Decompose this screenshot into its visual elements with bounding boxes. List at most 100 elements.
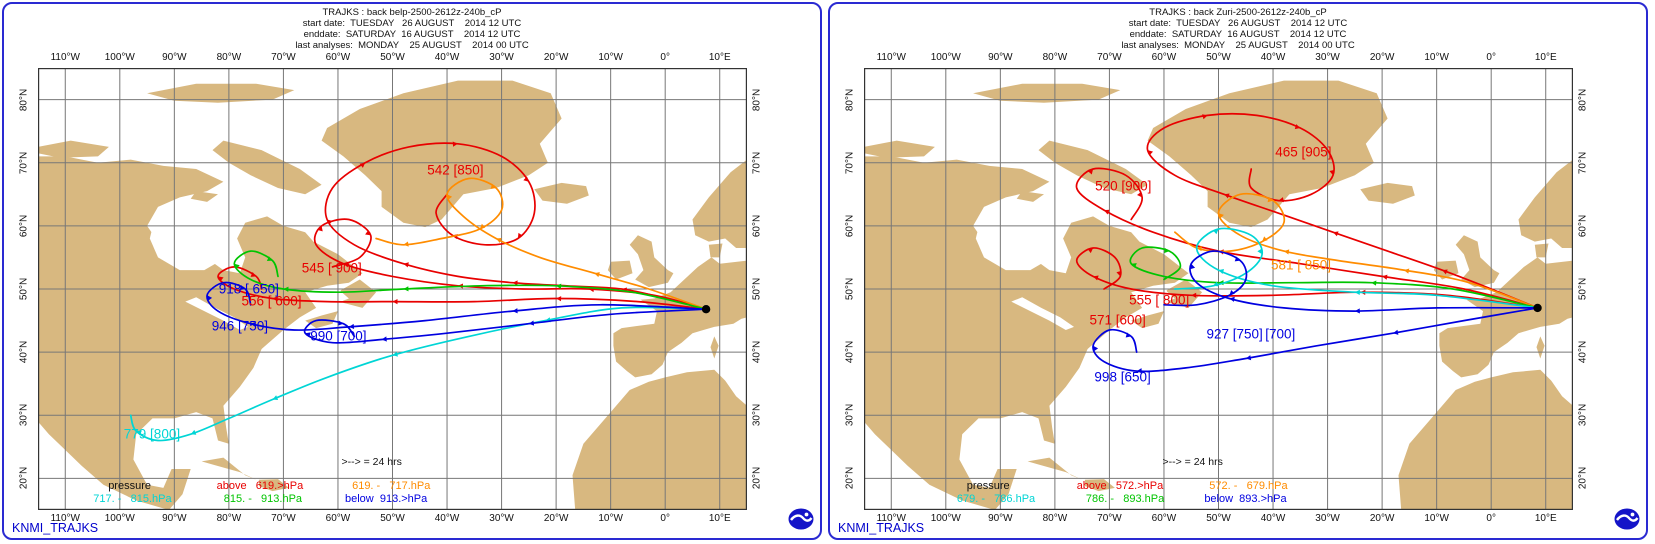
lat-label: 60°N (751, 214, 763, 238)
lon-label: 60°W (1151, 513, 1177, 524)
lon-label: 40°W (1260, 52, 1286, 63)
lat-label: 60°N (18, 214, 30, 238)
lat-label: 40°N (1577, 340, 1589, 364)
lat-label: 20°N (844, 467, 856, 490)
lon-label: 80°W (1042, 513, 1068, 524)
lon-label: 90°W (162, 52, 187, 63)
lon-label: 10°E (708, 52, 731, 63)
lon-label: 90°W (162, 513, 187, 524)
lon-label: 110°W (50, 52, 80, 63)
lon-label: 100°W (104, 513, 135, 524)
lon-label: 100°W (930, 52, 961, 63)
lon-label: 90°W (988, 513, 1013, 524)
lat-label: 70°N (18, 151, 30, 174)
legend-item: 786. - 893.hPa (1085, 493, 1165, 506)
trajectory-label: 927 [750] (1206, 326, 1263, 342)
trajectory-label: 556 [ 600] (241, 293, 302, 309)
lat-label: 70°N (1577, 151, 1589, 174)
trajectory-label: [700] (1265, 326, 1296, 342)
lat-label: 50°N (18, 277, 30, 301)
title-line: last analyses: MONDAY 25 AUGUST 2014 00 … (295, 40, 529, 51)
legend-item: 619. - 717.hPa (352, 479, 431, 492)
lon-label: 20°W (543, 513, 569, 524)
title-line: TRAJKS : back Zuri-2500-2612z-240b_cP (1149, 7, 1327, 18)
lon-label: 70°W (1097, 52, 1122, 63)
lat-label: 80°N (18, 88, 30, 111)
knmi-watermark: KNMI_TRAJKS (838, 521, 925, 535)
lon-label: 0° (1486, 52, 1496, 63)
lon-label: 110°W (876, 52, 906, 63)
title-line: TRAJKS : back belp-2500-2612z-240b_cP (322, 7, 502, 18)
legend-item: 717. - 815.hPa (93, 493, 172, 506)
legend-item: above 572.>hPa (1076, 479, 1164, 492)
trajectory-label: 779 [800] (123, 426, 181, 442)
lon-label: 100°W (930, 513, 961, 524)
trajectory-label: 571 [600] (1089, 312, 1146, 328)
lat-label: 70°N (844, 151, 856, 174)
trajectory-label: 918 [ 650] (218, 281, 279, 297)
lon-label: 50°W (1206, 52, 1231, 63)
lon-label: 60°W (325, 513, 351, 524)
trajectory-label: 946 [750] (211, 318, 269, 334)
lon-label: 20°W (543, 52, 569, 63)
lon-label: 70°W (1097, 513, 1122, 524)
trajectory-label: 555 [ 800] (1129, 292, 1190, 308)
lat-label: 50°N (844, 277, 856, 301)
knmi-logo-icon (1614, 508, 1640, 530)
trajectory-label: 581 [ 850] (1270, 257, 1332, 273)
lon-label: 10°E (1534, 52, 1557, 63)
lon-label: 60°W (325, 52, 351, 63)
lat-label: 40°N (751, 340, 763, 364)
title-line: enddate: SATURDAY 16 AUGUST 2014 12 UTC (1129, 29, 1347, 40)
title-block: TRAJKS : back Zuri-2500-2612z-240b_cP sta… (830, 7, 1646, 51)
lon-label: 30°W (489, 513, 514, 524)
trajectory-label: 465 [905] (1275, 144, 1332, 160)
lon-label: 50°W (380, 513, 405, 524)
lon-label: 10°W (1424, 52, 1449, 63)
lat-label: 20°N (1577, 467, 1589, 490)
lat-label: 30°N (751, 404, 763, 427)
map-zuri: 465 [905] 520 [900] 581 [ 850] 555 [ 800] 57… (864, 68, 1573, 510)
legend-item: 815. - 913.hPa (223, 493, 303, 506)
legend-item: pressure (108, 479, 151, 492)
lon-label: 90°W (988, 52, 1013, 63)
panel-zuri: TRAJKS : back Zuri-2500-2612z-240b_cP sta… (828, 2, 1648, 540)
lat-label: 20°N (751, 467, 763, 490)
lon-label: 10°W (598, 513, 623, 524)
title-line: start date: TUESDAY 26 AUGUST 2014 12 UT… (302, 18, 522, 29)
lon-label: 40°W (434, 513, 460, 524)
lat-label: 80°N (1577, 88, 1589, 111)
lon-label: 40°W (1260, 513, 1286, 524)
title-line: enddate: SATURDAY 16 AUGUST 2014 12 UTC (303, 29, 521, 40)
lon-label: 30°W (1315, 513, 1340, 524)
lon-label: 10°E (1534, 513, 1557, 524)
lat-label: 30°N (18, 404, 30, 427)
lon-label: 50°W (380, 52, 405, 63)
lon-label: 70°W (271, 513, 296, 524)
lon-label: 110°W (876, 513, 906, 524)
legend-item: below 893.>hPa (1204, 493, 1287, 506)
trajectory-label: 545 [ 900] (301, 260, 362, 276)
lon-label: 80°W (1042, 52, 1068, 63)
trajectory-label: 998 [650] (1094, 369, 1151, 385)
knmi-logo-icon (788, 508, 814, 530)
lat-label: 60°N (1577, 214, 1589, 238)
lat-label: 20°N (18, 467, 30, 490)
title-line: start date: TUESDAY 26 AUGUST 2014 12 UT… (1128, 18, 1348, 29)
lon-label: 20°W (1369, 513, 1395, 524)
lon-label: 30°W (1315, 52, 1340, 63)
lat-label: 50°N (1577, 277, 1589, 301)
lon-label: 0° (660, 513, 670, 524)
title-line: last analyses: MONDAY 25 AUGUST 2014 00 … (1121, 40, 1355, 51)
lon-label: 50°W (1206, 513, 1231, 524)
legend-item: 679. - 786.hPa (956, 493, 1036, 506)
map-belp: 542 [850] 545 [ 900] 918 [ 650] 556 [ 600] 9… (38, 68, 747, 510)
trajectory-label: 990 [700] (310, 328, 367, 344)
lon-label: 80°W (216, 513, 242, 524)
lon-label: 10°E (708, 513, 731, 524)
trajectory-label: 520 [900] (1095, 178, 1152, 194)
lat-label: 50°N (751, 277, 763, 301)
title-block: TRAJKS : back belp-2500-2612z-240b_cP sta… (4, 7, 820, 51)
panel-belp: TRAJKS : back belp-2500-2612z-240b_cP sta… (2, 2, 822, 540)
